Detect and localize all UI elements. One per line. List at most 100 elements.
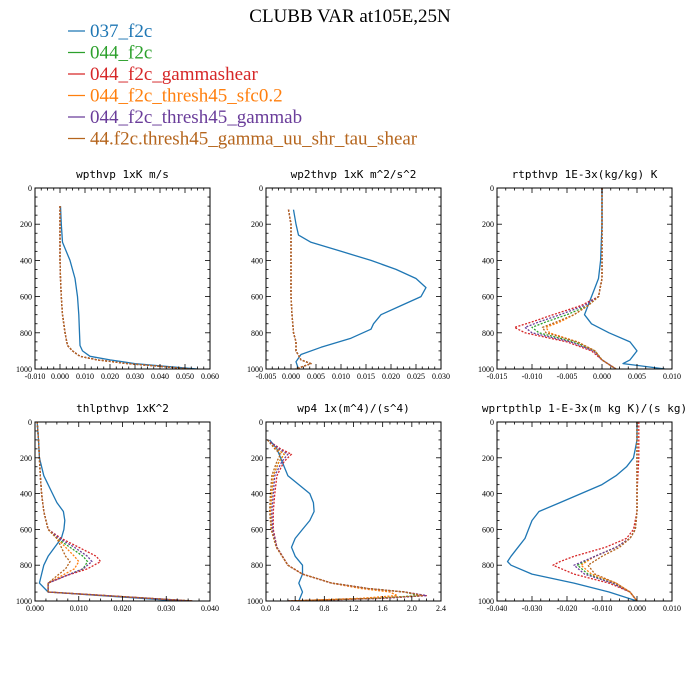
legend: 037_f2c044_f2c044_f2c_gammashear044_f2c_… <box>68 21 418 150</box>
x-tick-label: 1.6 <box>378 604 388 613</box>
x-tick-label: 0.000 <box>593 372 611 381</box>
figure-title: CLUBB VAR at105E,25N <box>249 6 451 27</box>
y-tick-label: 200 <box>482 454 494 463</box>
series-line-5 <box>287 209 312 369</box>
x-tick-label: 0.010 <box>70 604 88 613</box>
x-tick-label: 0.000 <box>26 604 44 613</box>
y-tick-label: 400 <box>251 490 263 499</box>
series-line-5 <box>573 422 638 601</box>
y-tick-label: 400 <box>482 256 494 265</box>
y-tick-label: 200 <box>482 220 494 229</box>
series-line-6 <box>59 206 191 369</box>
x-tick-label: 0.010 <box>332 372 350 381</box>
plot-frame <box>34 421 211 602</box>
y-tick-label: 600 <box>251 525 263 534</box>
x-tick-label: 0.000 <box>51 372 69 381</box>
x-tick-label: -0.010 <box>522 372 543 381</box>
y-tick-label: 0 <box>259 184 263 193</box>
series-line-4 <box>580 422 638 601</box>
panel-title: wpthvp 1xK m/s <box>76 168 169 181</box>
series-line-2 <box>576 422 638 601</box>
panel-title: wprtpthlp 1-E-3x(m kg K)/(s kg) <box>482 402 687 415</box>
plot-frame <box>496 187 673 370</box>
y-tick-label: 1000 <box>478 597 494 606</box>
series-line-6 <box>541 188 617 369</box>
x-tick-label: 0.020 <box>114 604 132 613</box>
y-tick-label: 400 <box>20 490 32 499</box>
x-tick-label: 0.030 <box>126 372 144 381</box>
series-line-3 <box>287 209 312 369</box>
series-line-3 <box>513 188 617 369</box>
x-tick-label: 2.0 <box>407 604 417 613</box>
x-tick-label: 0.000 <box>282 372 300 381</box>
y-tick-label: 800 <box>20 561 32 570</box>
series-line-2 <box>287 209 312 369</box>
panel-title: wp2thvp 1xK m^2/s^2 <box>291 168 417 181</box>
x-tick-label: -0.010 <box>592 604 613 613</box>
y-tick-label: 800 <box>482 329 494 338</box>
series-line-1 <box>292 209 427 369</box>
x-tick-label: -0.030 <box>522 604 543 613</box>
legend-label: 044_f2c_thresh45_sfc0.2 <box>90 86 283 107</box>
x-tick-label: 0.060 <box>201 372 219 381</box>
series-line-2 <box>36 422 193 601</box>
y-tick-label: 600 <box>482 293 494 302</box>
y-tick-label: 0 <box>490 418 494 427</box>
y-tick-label: 0 <box>259 418 263 427</box>
x-tick-label: 0.020 <box>382 372 400 381</box>
series-line-6 <box>36 422 193 601</box>
legend-label: 044_f2c_gammashear <box>90 64 258 85</box>
series-line-6 <box>287 209 312 369</box>
series-line-2 <box>531 188 617 369</box>
x-tick-label: 0.0 <box>261 604 271 613</box>
y-tick-label: 600 <box>251 293 263 302</box>
x-tick-label: 0.020 <box>101 372 119 381</box>
x-tick-label: 0.015 <box>357 372 375 381</box>
y-tick-label: 200 <box>20 454 32 463</box>
x-tick-label: 0.005 <box>307 372 325 381</box>
y-tick-label: 600 <box>20 293 32 302</box>
x-tick-label: 0.025 <box>407 372 425 381</box>
series-line-6 <box>266 439 424 601</box>
x-tick-label: 0.040 <box>151 372 169 381</box>
legend-label: 044_f2c_thresh45_gammab <box>90 107 302 128</box>
series-line-1 <box>506 422 638 601</box>
y-tick-label: 200 <box>251 454 263 463</box>
x-tick-label: 0.010 <box>76 372 94 381</box>
series-line-5 <box>267 439 428 601</box>
y-tick-label: 0 <box>490 184 494 193</box>
y-tick-label: 400 <box>482 490 494 499</box>
y-tick-label: 800 <box>251 329 263 338</box>
y-tick-label: 400 <box>251 256 263 265</box>
x-tick-label: 0.050 <box>176 372 194 381</box>
panel-title: rtpthvp 1E-3x(kg/kg) K <box>512 168 658 181</box>
panel-2: wp2thvp 1xK m^2/s^2 -0.005 0.000 0.005 0.010… <box>247 168 450 381</box>
x-tick-label: 2.4 <box>436 604 446 613</box>
x-tick-label: 0.000 <box>628 604 646 613</box>
plot-frame <box>265 421 442 602</box>
y-tick-label: 0 <box>28 418 32 427</box>
y-tick-label: 400 <box>20 256 32 265</box>
series-line-1 <box>36 422 180 601</box>
x-tick-label: 0.4 <box>290 604 300 613</box>
y-tick-label: 200 <box>20 220 32 229</box>
panel-3: rtpthvp 1E-3x(kg/kg) K -0.015 -0.010 -0.005… <box>478 168 681 381</box>
y-tick-label: 1000 <box>478 365 494 374</box>
legend-label: 044_f2c <box>90 43 152 64</box>
y-tick-label: 1000 <box>247 365 263 374</box>
x-tick-label: 0.040 <box>201 604 219 613</box>
y-tick-label: 600 <box>482 525 494 534</box>
legend-label: 44.f2c.thresh45_gamma_uu_shr_tau_shear <box>90 129 418 150</box>
series-line-1 <box>583 188 666 369</box>
y-tick-label: 600 <box>20 525 32 534</box>
legend-label: 037_f2c <box>90 21 152 42</box>
series-line-6 <box>587 422 638 601</box>
y-tick-label: 200 <box>251 220 263 229</box>
series-line-2 <box>267 439 420 601</box>
x-tick-label: 0.8 <box>319 604 329 613</box>
panel-title: wp4 1x(m^4)/(s^4) <box>297 402 410 415</box>
y-tick-label: 1000 <box>16 597 32 606</box>
x-tick-label: -0.010 <box>25 372 46 381</box>
x-tick-label: 0.030 <box>432 372 450 381</box>
series-line-3 <box>36 422 193 601</box>
